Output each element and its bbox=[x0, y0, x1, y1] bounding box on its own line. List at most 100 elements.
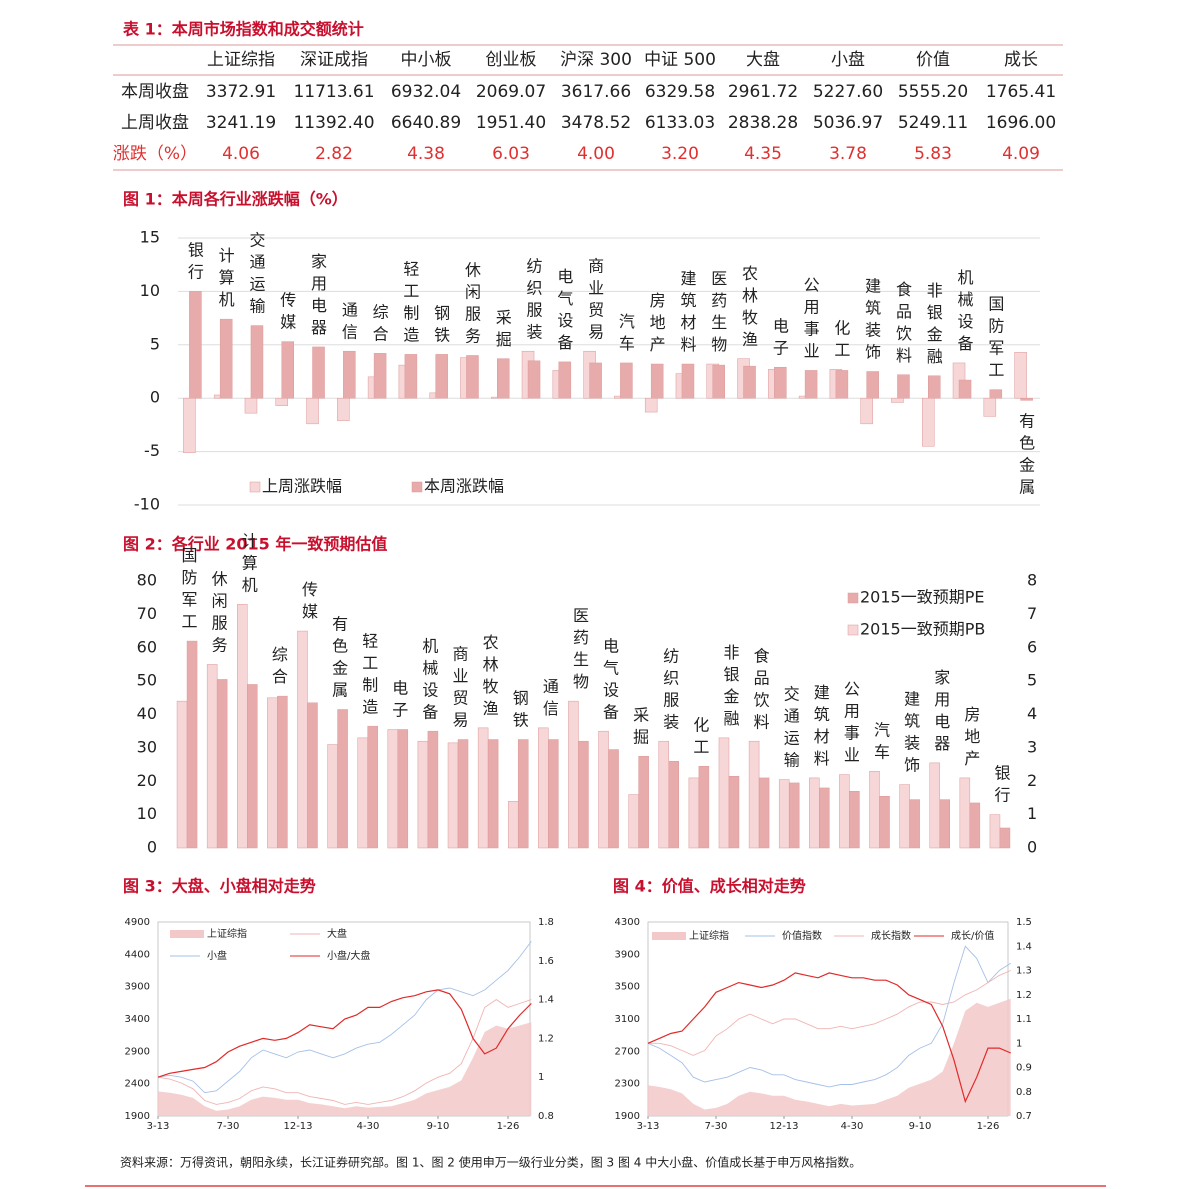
y-tick-label: 4300 bbox=[615, 917, 640, 928]
y2-tick-label: 6 bbox=[1027, 637, 1037, 656]
bar bbox=[373, 353, 387, 399]
table-cell: 6133.03 bbox=[645, 113, 715, 133]
bar bbox=[698, 765, 710, 849]
y2-tick-label: 1 bbox=[538, 1072, 544, 1083]
y-tick-label: -10 bbox=[134, 495, 160, 514]
legend-label: 成长指数 bbox=[871, 929, 911, 942]
bar bbox=[748, 740, 760, 849]
bar bbox=[183, 397, 196, 453]
bar bbox=[267, 697, 278, 849]
category-label: 轻工制造 bbox=[400, 260, 419, 348]
category-label: 医药生物 bbox=[708, 270, 727, 358]
bar bbox=[244, 397, 258, 414]
bar bbox=[219, 318, 233, 399]
bar bbox=[774, 366, 787, 399]
chart-title: 图 1：本周各行业涨跌幅（%） bbox=[123, 190, 348, 209]
table-cell: 3.78 bbox=[829, 144, 867, 164]
table-title: 表 1：本周市场指数和成交额统计 bbox=[122, 20, 364, 39]
bar bbox=[589, 362, 602, 399]
y-tick-label: 30 bbox=[137, 737, 157, 756]
legend-label: 本周涨跌幅 bbox=[424, 477, 504, 496]
y-tick-label: 50 bbox=[137, 671, 157, 690]
table-header: 沪深 300 bbox=[560, 50, 632, 70]
legend-swatch bbox=[652, 932, 686, 940]
y-tick-label: 40 bbox=[137, 704, 157, 723]
category-label: 公用事业 bbox=[841, 681, 860, 769]
bar bbox=[929, 762, 940, 849]
legend-swatch bbox=[847, 624, 859, 636]
category-label: 休闲服务 bbox=[462, 261, 481, 349]
category-label: 交通运输 bbox=[246, 232, 265, 320]
bar bbox=[558, 361, 572, 399]
bar bbox=[548, 739, 559, 849]
x-tick-label: 12-13 bbox=[283, 1121, 312, 1132]
legend-label: 大盘 bbox=[327, 927, 347, 940]
category-label: 计算机 bbox=[239, 532, 258, 598]
bar bbox=[357, 737, 368, 849]
table-cell: 1765.41 bbox=[986, 82, 1056, 102]
bar bbox=[688, 777, 700, 849]
table-cell: 6.03 bbox=[492, 144, 530, 164]
legend-label: 价值指数 bbox=[782, 929, 822, 942]
y-tick-label: 20 bbox=[137, 771, 157, 790]
category-label: 家用电器 bbox=[931, 669, 950, 757]
y-tick-label: 2900 bbox=[125, 1046, 150, 1057]
table-cell: 6640.89 bbox=[391, 113, 461, 133]
y2-tick-label: 7 bbox=[1027, 604, 1037, 623]
bar bbox=[387, 729, 399, 849]
table-cell: 3617.66 bbox=[561, 82, 631, 102]
y-tick-label: 60 bbox=[137, 637, 157, 656]
legend-label: 2015一致预期PB bbox=[860, 620, 985, 639]
table-header: 中证 500 bbox=[644, 50, 716, 70]
table-cell: 2838.28 bbox=[728, 113, 798, 133]
bar bbox=[337, 709, 348, 849]
legend-label: 上证综指 bbox=[207, 927, 247, 940]
category-label: 食品饮料 bbox=[751, 647, 770, 735]
bar bbox=[959, 777, 971, 849]
bar bbox=[835, 370, 849, 399]
table-cell: 2961.72 bbox=[728, 82, 798, 102]
category-label: 国防军工 bbox=[179, 547, 198, 635]
bar bbox=[538, 727, 549, 849]
bar bbox=[879, 796, 890, 849]
bar bbox=[527, 360, 541, 399]
x-tick-label: 9-10 bbox=[909, 1121, 932, 1132]
bar bbox=[866, 371, 879, 399]
bar bbox=[447, 742, 459, 849]
legend-swatch bbox=[411, 481, 423, 493]
category-label: 农林牧渔 bbox=[739, 265, 758, 353]
x-tick-label: 4-30 bbox=[841, 1121, 864, 1132]
bar bbox=[804, 370, 818, 399]
y-tick-label: 0 bbox=[150, 388, 160, 407]
bar bbox=[1020, 397, 1033, 401]
bar bbox=[176, 700, 188, 849]
bar bbox=[186, 640, 198, 849]
bar bbox=[608, 749, 619, 849]
table-cell: 4.06 bbox=[222, 144, 260, 164]
category-label: 建筑材料 bbox=[677, 270, 696, 358]
bar bbox=[658, 740, 670, 849]
y2-tick-label: 4 bbox=[1027, 704, 1037, 723]
y2-tick-label: 1.4 bbox=[1016, 941, 1032, 952]
bar bbox=[839, 774, 850, 849]
table-cell: 2.82 bbox=[315, 144, 353, 164]
bar bbox=[497, 358, 510, 399]
y-tick-label: 3500 bbox=[615, 982, 640, 993]
category-label: 采掘 bbox=[493, 309, 512, 353]
bar bbox=[620, 362, 633, 399]
category-label: 银行 bbox=[991, 765, 1010, 809]
line bbox=[647, 972, 1011, 1104]
bar bbox=[250, 325, 264, 399]
line bbox=[647, 945, 1011, 1088]
y2-tick-label: 0 bbox=[1027, 838, 1037, 857]
bar bbox=[718, 737, 730, 849]
legend-label: 上证综指 bbox=[689, 929, 729, 942]
source-note: 资料来源：万得资讯，朝阳永续，长江证券研究部。图 1、图 2 使用申万一级行业分… bbox=[120, 1155, 861, 1170]
y2-tick-label: 1.1 bbox=[1016, 1014, 1032, 1025]
category-label: 通信 bbox=[540, 678, 559, 722]
category-label: 纺织服装 bbox=[524, 257, 543, 345]
chart-title: 图 3：大盘、小盘相对走势 bbox=[123, 877, 316, 896]
bar bbox=[958, 379, 972, 399]
table-cell: 5249.11 bbox=[898, 113, 968, 133]
